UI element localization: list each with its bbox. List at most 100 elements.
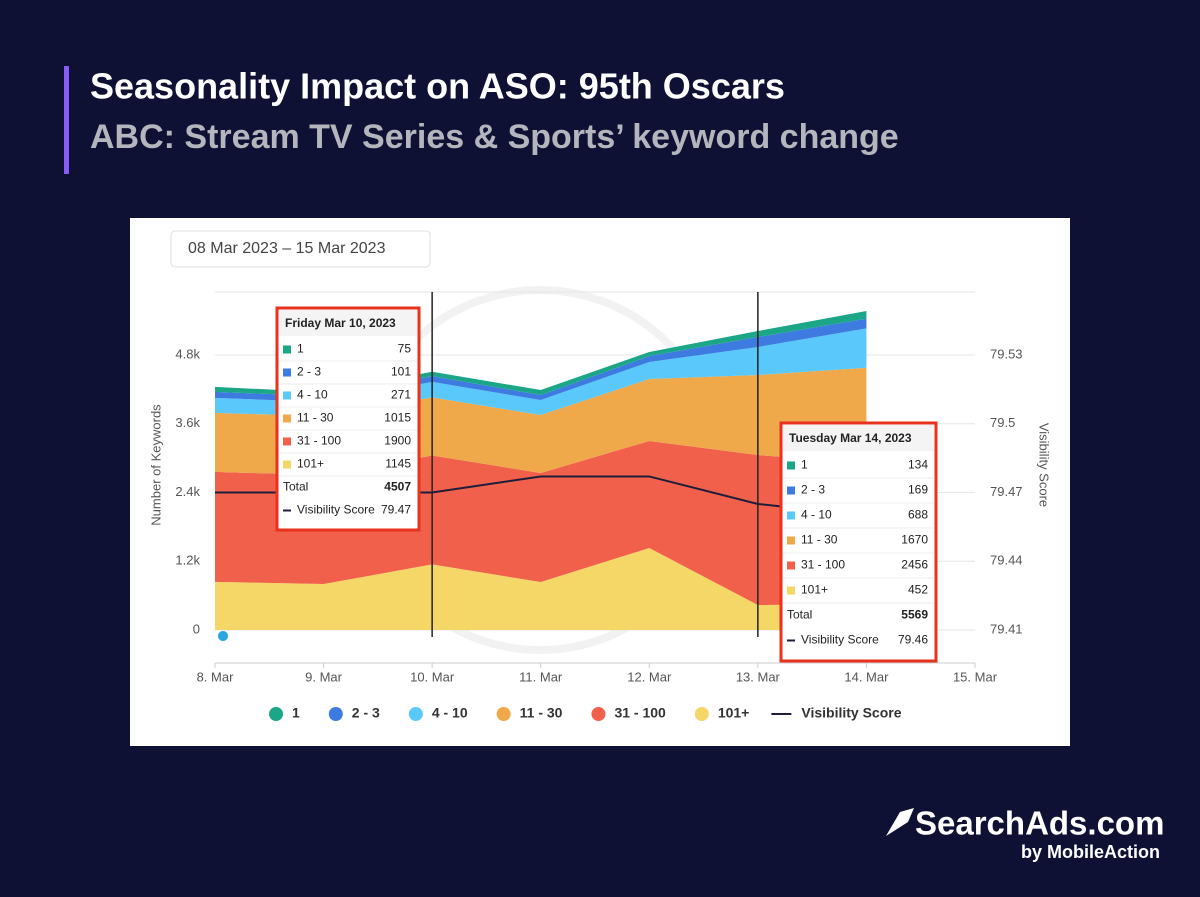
tooltip-value: 271 [391, 388, 411, 402]
tooltip-label: 31 - 100 [297, 434, 341, 448]
tooltip-label: 2 - 3 [801, 483, 825, 497]
tooltip-header [279, 310, 417, 336]
tooltip-swatch [283, 345, 291, 354]
tooltip-label: 2 - 3 [297, 365, 321, 379]
date-range[interactable]: 08 Mar 2023 – 15 Mar 2023 [188, 240, 386, 257]
legend-label: 101+ [718, 705, 750, 721]
tooltip-label: 31 - 100 [801, 558, 845, 572]
y2-tick-label: 79.53 [990, 346, 1023, 361]
tooltip-swatch [787, 561, 795, 570]
legend-item: 11 - 30 [496, 705, 563, 721]
logo-by: by MobileAction [1021, 842, 1160, 862]
tooltip-label: 101+ [801, 583, 828, 597]
legend-item: 4 - 10 [408, 705, 468, 721]
x-tick-label: 12. Mar [627, 669, 672, 684]
tooltip-value: 1670 [901, 533, 928, 547]
y2-tick-label: 79.47 [990, 484, 1023, 499]
legend-item: 1 [269, 705, 300, 721]
tooltip-title: Friday Mar 10, 2023 [285, 316, 396, 330]
tooltip-box [275, 306, 421, 532]
accent-bar [64, 66, 69, 174]
x-tick-label: 9. Mar [305, 669, 343, 684]
tooltip-label: 101+ [297, 457, 324, 471]
tooltip-swatch [283, 437, 291, 446]
tooltip-swatch [787, 461, 795, 470]
y2-tick-label: 79.44 [990, 553, 1023, 568]
legend-swatch [328, 707, 343, 721]
logo: SearchAds.com by MobileAction [886, 805, 1164, 862]
tooltip-swatch [787, 511, 795, 520]
y2-axis-label: Visibility Score [1037, 423, 1052, 507]
legend-item: 2 - 3 [328, 705, 380, 721]
tooltip-total-label: Total [283, 480, 308, 494]
logo-icon [886, 808, 914, 836]
x-tick-label: 13. Mar [736, 669, 781, 684]
area [215, 548, 867, 630]
legend-swatch [496, 707, 511, 721]
tooltip-swatch [787, 486, 795, 495]
tooltip-value: 688 [908, 508, 928, 522]
logo-name: SearchAds.com [915, 805, 1164, 842]
tooltip-value: 1900 [384, 434, 411, 448]
legend-item: 101+ [694, 705, 750, 721]
tooltip-value: 169 [908, 483, 928, 497]
tooltip-label: 4 - 10 [297, 388, 328, 402]
tooltip-swatch [787, 586, 795, 595]
tooltip-box [779, 421, 938, 663]
legend-item: Visibility Score [771, 705, 902, 721]
tooltip-value: 1015 [384, 411, 411, 425]
tooltip-score: 79.47 [381, 503, 411, 517]
x-tick-label: 8. Mar [197, 669, 235, 684]
tooltip-total: 4507 [384, 480, 411, 494]
tooltip-label: 1 [801, 458, 808, 472]
tooltip-swatch [283, 460, 291, 469]
tooltip-label: 1 [297, 342, 304, 356]
tooltip-value: 1145 [385, 457, 411, 471]
y-tick-label: 2.4k [175, 484, 200, 499]
tooltip-total: 5569 [901, 608, 928, 622]
tooltip-swatch [787, 536, 795, 545]
tooltip-swatch [283, 391, 291, 400]
tooltip-value: 2456 [901, 558, 928, 572]
tooltip-label: Visibility Score [801, 633, 879, 647]
legend-swatch [269, 707, 283, 721]
y2-tick-label: 79.41 [990, 621, 1023, 636]
legend-label: Visibility Score [801, 705, 901, 721]
x-tick-label: 15. Mar [953, 669, 998, 684]
legend-swatch [694, 707, 709, 721]
legend-swatch [408, 707, 423, 721]
legend-swatch [591, 707, 606, 721]
date-picker[interactable] [170, 230, 431, 268]
tooltip: Tuesday Mar 14, 2023 1 134 2 - 3 169 4 - 10 68… [779, 421, 938, 663]
tooltip: Friday Mar 10, 2023 1 75 2 - 3 101 4 - 10 271 1… [275, 306, 421, 532]
y-axis-label: Number of Keywords [148, 404, 163, 526]
x-tick-label: 14. Mar [844, 669, 889, 684]
tooltip-swatch [283, 414, 291, 423]
y-tick-label: 4.8k [175, 346, 200, 361]
tooltip-title: Tuesday Mar 14, 2023 [789, 431, 912, 445]
pin-icon [218, 631, 229, 656]
x-tick-label: 10. Mar [410, 669, 455, 684]
tooltip-label: 4 - 10 [801, 508, 832, 522]
legend-label: 11 - 30 [520, 705, 563, 721]
tooltip-label: Visibility Score [297, 503, 375, 517]
tooltip-value: 452 [908, 583, 928, 597]
tooltip-value: 134 [908, 458, 928, 472]
tooltip-total-label: Total [787, 608, 812, 622]
legend-label: 1 [292, 705, 300, 721]
legend-label: 31 - 100 [614, 705, 666, 721]
y-tick-label: 0 [193, 621, 200, 636]
subtitle: ABC: Stream TV Series & Sports’ keyword … [90, 118, 899, 156]
tooltip-swatch [283, 368, 291, 377]
x-tick-label: 11. Mar [519, 669, 563, 684]
y-tick-label: 1.2k [175, 553, 200, 568]
title: Seasonality Impact on ASO: 95th Oscars [90, 66, 785, 107]
y2-tick-label: 79.5 [990, 415, 1015, 430]
legend-label: 4 - 10 [432, 705, 468, 721]
tooltip-label: 11 - 30 [801, 533, 838, 547]
tooltip-value: 101 [391, 365, 411, 379]
tooltip-header [783, 425, 934, 451]
y-tick-label: 3.6k [175, 415, 200, 430]
